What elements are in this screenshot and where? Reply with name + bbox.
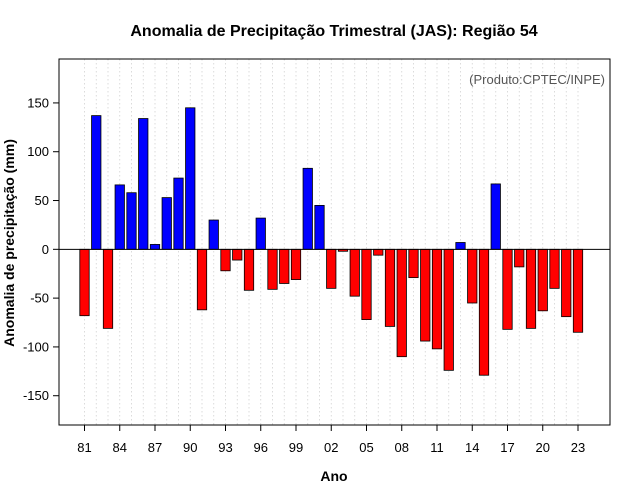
bars bbox=[79, 107, 584, 376]
bar-1985 bbox=[126, 192, 137, 250]
bar-2011 bbox=[431, 248, 443, 350]
y-tick-label: -50 bbox=[30, 291, 49, 306]
bar-2019 bbox=[525, 248, 537, 329]
x-tick-label: 17 bbox=[500, 440, 514, 455]
x-tick-label: 99 bbox=[289, 440, 303, 455]
x-tick-label: 08 bbox=[395, 440, 409, 455]
y-tick-label: -100 bbox=[23, 339, 49, 354]
bar-1992 bbox=[208, 219, 219, 250]
bar-2000 bbox=[302, 167, 313, 250]
chart-title: Anomalia de Precipitação Trimestral (JAS… bbox=[130, 23, 537, 40]
y-axis: -150 -100 -50 0 50 100 150 bbox=[23, 95, 59, 403]
y-tick-label: 150 bbox=[27, 95, 49, 110]
bar-1984 bbox=[114, 184, 125, 250]
bar-1986 bbox=[138, 118, 149, 250]
y-tick-label: 50 bbox=[35, 193, 49, 208]
x-axis-title: Ano bbox=[320, 468, 347, 484]
bar-1989 bbox=[173, 177, 184, 250]
bar-1982 bbox=[91, 115, 102, 250]
bar-2001 bbox=[314, 204, 325, 250]
bar-2018 bbox=[514, 248, 525, 268]
bar-1993 bbox=[220, 248, 231, 272]
bar-2014 bbox=[467, 248, 478, 304]
bar-1995 bbox=[243, 248, 255, 291]
bar-2017 bbox=[502, 248, 513, 330]
bar-2009 bbox=[408, 248, 419, 279]
bar-2007 bbox=[384, 248, 396, 327]
bar-2005 bbox=[361, 248, 372, 320]
y-axis-title: Anomalia de precipitação (mm) bbox=[1, 139, 17, 347]
x-tick-label: 02 bbox=[324, 440, 338, 455]
grid-lines bbox=[84, 59, 579, 425]
bar-1988 bbox=[161, 197, 172, 250]
x-tick-label: 14 bbox=[465, 440, 479, 455]
bar-2006 bbox=[373, 248, 384, 256]
x-tick-label: 23 bbox=[571, 440, 585, 455]
bar-1991 bbox=[196, 248, 208, 311]
x-tick-label: 05 bbox=[359, 440, 373, 455]
bar-2010 bbox=[420, 248, 431, 342]
x-tick-label: 90 bbox=[183, 440, 197, 455]
y-tick-label: 100 bbox=[27, 144, 49, 159]
x-axis: 81 84 87 90 93 96 99 02 05 08 11 14 17 20 23 bbox=[77, 425, 585, 455]
bar-2004 bbox=[349, 248, 360, 297]
bar-2021 bbox=[549, 248, 560, 289]
bar-1996 bbox=[255, 217, 266, 250]
x-tick-label: 11 bbox=[430, 440, 444, 455]
x-tick-label: 93 bbox=[218, 440, 232, 455]
bar-1998 bbox=[279, 248, 290, 284]
bar-1999 bbox=[290, 248, 302, 280]
x-tick-label: 87 bbox=[148, 440, 162, 455]
y-tick-label: 0 bbox=[42, 242, 49, 257]
bar-2023 bbox=[572, 248, 584, 333]
y-tick-label: -150 bbox=[23, 388, 49, 403]
bar-1994 bbox=[232, 248, 243, 261]
credit-label: (Produto:CPTEC/INPE) bbox=[469, 72, 605, 87]
bar-2016 bbox=[490, 183, 501, 250]
bar-2022 bbox=[561, 248, 572, 318]
x-tick-label: 81 bbox=[77, 440, 91, 455]
x-tick-label: 20 bbox=[536, 440, 550, 455]
bar-2002 bbox=[326, 248, 337, 289]
bar-1981 bbox=[79, 248, 90, 317]
bar-1983 bbox=[102, 248, 114, 329]
bar-1987 bbox=[149, 244, 161, 250]
bar-2008 bbox=[396, 248, 407, 358]
bar-2020 bbox=[537, 248, 548, 312]
bar-1997 bbox=[267, 248, 278, 290]
bar-2015 bbox=[478, 248, 490, 376]
bar-2012 bbox=[443, 248, 454, 371]
plot-frame bbox=[58, 58, 611, 426]
bar-2013 bbox=[455, 242, 466, 250]
x-tick-label: 84 bbox=[113, 440, 127, 455]
bar-1990 bbox=[185, 107, 196, 250]
x-tick-label: 96 bbox=[254, 440, 268, 455]
